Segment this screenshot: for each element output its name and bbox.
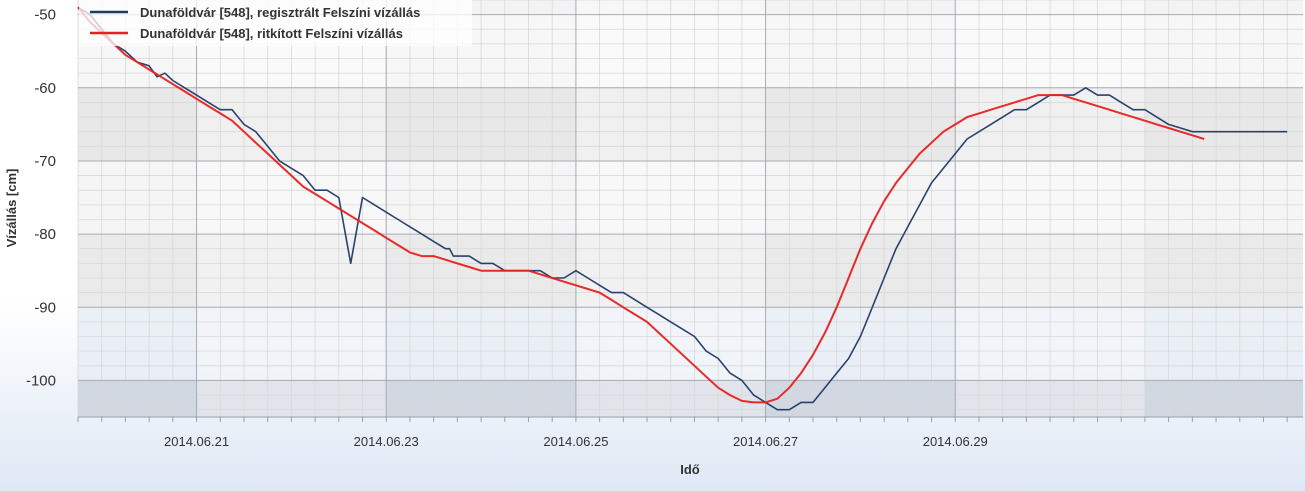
x-tick-label: 2014.06.25 [543,434,608,449]
plot-band [78,234,1303,308]
x-axis-title: Idő [680,462,700,477]
y-tick-label: -90 [34,299,56,316]
y-axis-tick-labels: -50 -60 -70 -80 -90 -100 [26,7,56,390]
legend-box [79,0,472,46]
y-axis-title: Vízállás [cm] [4,169,19,248]
x-tick-label: 2014.06.27 [733,434,798,449]
series-line-registered [77,6,1288,411]
y-tick-label: -100 [26,372,56,389]
plot-band [78,87,1303,161]
plot-band [78,160,1303,235]
x-tick-label: 2014.06.23 [354,434,419,449]
x-tick-label: 2014.06.29 [923,434,988,449]
plot-band [78,307,1303,381]
x-axis-tick-labels: 2014.06.21 2014.06.23 2014.06.25 2014.06.27… [164,434,988,449]
series-line-thinned [77,6,1205,404]
gridlines [77,0,1303,422]
y-tick-label: -50 [34,7,56,24]
plot-background-bands [78,0,1303,417]
x-tick-label: 2014.06.21 [164,434,229,449]
legend[interactable]: Dunaföldvár [548], regisztrált Felszíni … [79,0,472,46]
series-lines [77,6,1288,411]
y-tick-label: -60 [34,80,56,97]
y-tick-label: -70 [34,153,56,170]
y-tick-label: -80 [34,226,56,243]
legend-label: Dunaföldvár [548], ritkított Felszíni ví… [140,26,403,41]
legend-label: Dunaföldvár [548], regisztrált Felszíni … [140,5,420,20]
plot-band [78,380,1303,417]
